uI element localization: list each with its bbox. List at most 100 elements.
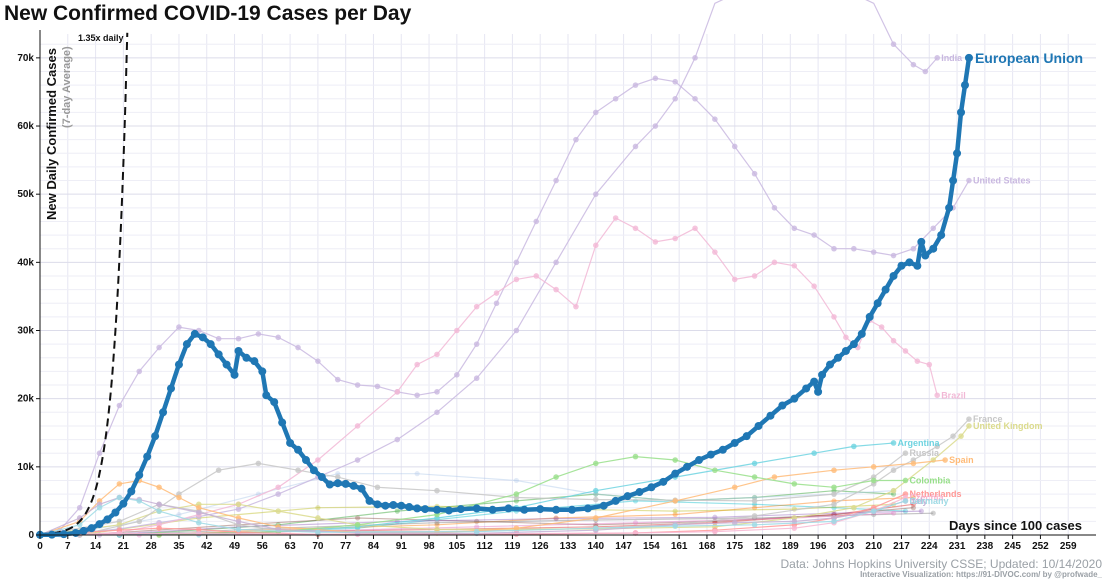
highlight-series-point bbox=[857, 329, 866, 338]
highlight-series-point bbox=[421, 505, 430, 514]
highlight-series-point bbox=[357, 484, 366, 493]
highlight-series-point bbox=[198, 333, 207, 342]
background-series-line bbox=[79, 507, 914, 535]
series-point bbox=[592, 109, 599, 116]
y-tick-label: 40k bbox=[17, 257, 34, 268]
series-point bbox=[334, 474, 341, 480]
x-tick-label: 238 bbox=[976, 541, 993, 552]
series-point bbox=[553, 286, 559, 293]
series-point bbox=[910, 61, 917, 68]
x-tick-label: 196 bbox=[810, 541, 827, 552]
background-series-point bbox=[553, 515, 559, 521]
series-point bbox=[255, 460, 262, 467]
series-point bbox=[434, 487, 440, 494]
series-point bbox=[914, 358, 921, 364]
highlight-series-point bbox=[841, 346, 850, 355]
highlight-series-point bbox=[341, 479, 350, 488]
series-point bbox=[791, 481, 798, 487]
series-point bbox=[592, 515, 599, 521]
series-point bbox=[632, 82, 639, 88]
series-point bbox=[902, 348, 909, 354]
labeled-series bbox=[37, 0, 972, 538]
background-series-point bbox=[414, 471, 420, 477]
highlight-series-point bbox=[286, 438, 295, 447]
x-tick-label: 49 bbox=[229, 541, 241, 552]
background-series-point bbox=[910, 494, 916, 501]
series-point bbox=[672, 523, 678, 529]
series-point bbox=[632, 225, 639, 232]
series-point bbox=[811, 232, 817, 238]
background-series-point bbox=[474, 524, 480, 530]
series-label: Colombia bbox=[909, 475, 951, 485]
series-point bbox=[902, 498, 909, 504]
source-note: Data: Johns Hopkins University CSSE; Upd… bbox=[780, 557, 1102, 571]
highlight-series-point bbox=[95, 520, 104, 529]
highlight-series-point bbox=[397, 501, 406, 510]
series-point bbox=[831, 518, 837, 525]
series-line-brazil bbox=[79, 217, 938, 535]
highlight-series-point bbox=[381, 501, 390, 510]
series-point bbox=[275, 508, 281, 514]
x-axis-label: Days since 100 cases bbox=[949, 518, 1082, 533]
x-tick-label: 182 bbox=[754, 541, 771, 552]
series-label: United Kingdom bbox=[973, 421, 1043, 431]
highlight-series-point bbox=[504, 504, 513, 513]
highlight-series-point bbox=[647, 483, 656, 492]
series-point bbox=[890, 252, 897, 259]
series-point bbox=[958, 433, 964, 439]
x-tick-label: 77 bbox=[340, 541, 352, 552]
highlight-series-point bbox=[611, 496, 620, 505]
highlight-series-point bbox=[413, 504, 422, 513]
series-point bbox=[791, 525, 798, 531]
series-point bbox=[902, 450, 909, 457]
highlight-series-point bbox=[790, 394, 799, 403]
highlight-series-point bbox=[810, 377, 819, 386]
highlight-series-point bbox=[405, 503, 414, 512]
highlight-series-point bbox=[905, 258, 914, 267]
series-point bbox=[672, 235, 678, 242]
series-point bbox=[672, 457, 678, 463]
highlight-series-point bbox=[456, 505, 465, 514]
series-label: Russia bbox=[909, 448, 940, 458]
highlight-series-point bbox=[278, 418, 287, 427]
y-tick-label: 10k bbox=[17, 462, 34, 473]
series-point bbox=[652, 75, 659, 82]
series-point bbox=[890, 41, 897, 48]
highlight-series-point bbox=[929, 244, 938, 253]
background-series-point bbox=[918, 508, 924, 514]
series-point bbox=[195, 504, 202, 511]
series-point bbox=[493, 290, 500, 296]
series-point bbox=[922, 68, 929, 75]
x-tick-label: 252 bbox=[1032, 541, 1049, 552]
series-point bbox=[473, 375, 480, 382]
series-label: Brazil bbox=[941, 390, 966, 400]
highlight-series-point bbox=[317, 473, 326, 482]
highlight-series-point bbox=[301, 456, 310, 465]
highlight-series-point bbox=[897, 261, 906, 270]
y-axis-sublabel: (7-day Average) bbox=[61, 46, 73, 128]
background-series-point bbox=[434, 522, 440, 528]
highlight-series-point bbox=[250, 357, 259, 366]
series-point bbox=[791, 262, 798, 269]
series-point bbox=[652, 123, 659, 129]
highlight-series-point bbox=[802, 384, 811, 393]
x-tick-label: 112 bbox=[477, 541, 494, 552]
highlight-series-point bbox=[214, 350, 223, 359]
series-point bbox=[235, 506, 242, 512]
background-series-point bbox=[434, 520, 440, 526]
series-point bbox=[215, 467, 222, 474]
series-point bbox=[934, 392, 941, 399]
series-point bbox=[156, 484, 162, 491]
series-point bbox=[235, 518, 242, 525]
series-point bbox=[394, 389, 401, 395]
background-series bbox=[57, 471, 936, 538]
series-point bbox=[592, 525, 599, 531]
background-series-point bbox=[394, 508, 400, 514]
series-point bbox=[592, 487, 599, 494]
series-point bbox=[831, 484, 837, 491]
series-point bbox=[394, 436, 401, 443]
series-point bbox=[235, 501, 242, 508]
axes: 0 10k 20k 30k 40k 50k 60k 70k 0 7 14 21 28 35 42 49 56 63… bbox=[17, 30, 1096, 552]
x-tick-label: 105 bbox=[448, 541, 465, 552]
